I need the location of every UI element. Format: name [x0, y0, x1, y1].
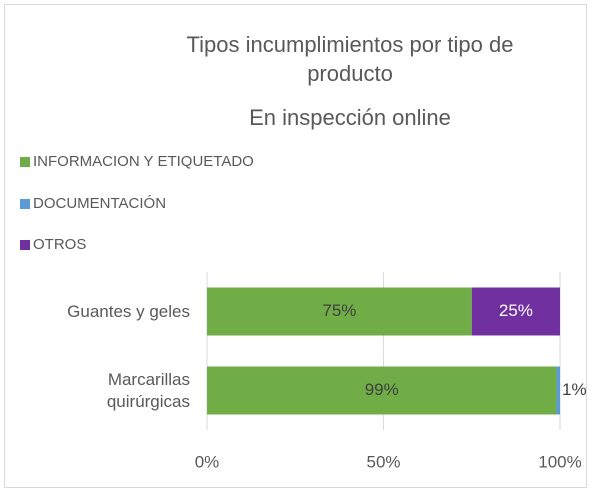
legend-swatch — [20, 157, 30, 167]
data-label: 75% — [322, 301, 356, 320]
chart-subtitle: En inspección online — [249, 105, 451, 130]
x-tick-label: 100% — [538, 452, 581, 471]
data-label: 1% — [562, 380, 587, 399]
data-label: 25% — [499, 301, 533, 320]
y-tick-label: Marcarillas quirúrgicas — [106, 369, 190, 411]
legend-label: INFORMACION Y ETIQUETADO — [33, 153, 254, 170]
data-label: 99% — [365, 380, 399, 399]
bar-segment — [207, 287, 472, 336]
legend-label: DOCUMENTACIÓN — [33, 195, 166, 212]
x-tick-label: 50% — [366, 452, 400, 471]
x-tick-label: 0% — [195, 452, 220, 471]
legend-label: OTROS — [33, 236, 86, 253]
y-tick-label: Guantes y geles — [67, 301, 190, 321]
legend-swatch — [20, 240, 30, 250]
bar-segment — [556, 366, 560, 415]
bar-segment — [207, 366, 557, 415]
chart-title: Tipos incumplimientos por tipo de produc… — [186, 32, 514, 86]
bar-segment — [471, 287, 560, 336]
legend-swatch — [20, 199, 30, 209]
chart-frame — [4, 4, 587, 488]
